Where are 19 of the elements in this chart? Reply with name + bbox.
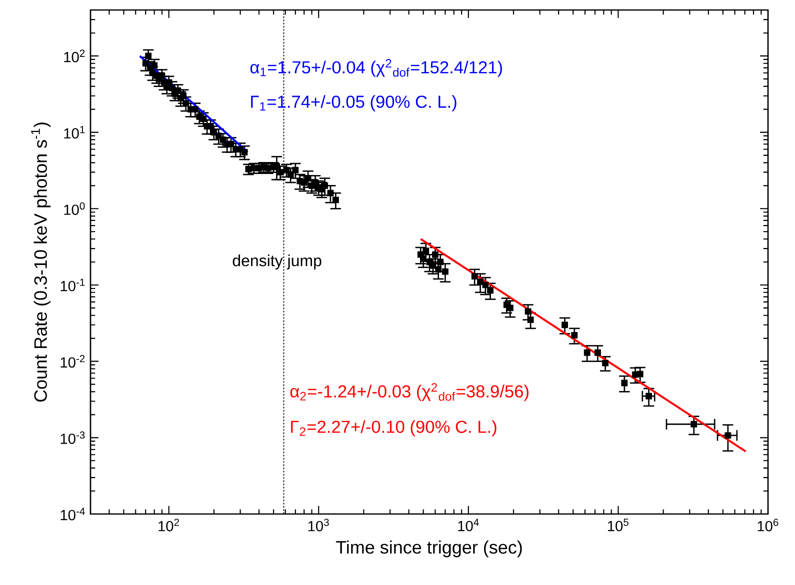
y-tick-label: 10$^{-4}$ (60, 508, 85, 520)
x-tick-label: 10$^{5}$ (608, 518, 628, 532)
y-tick-label: 10$^{0}$ (64, 202, 85, 215)
x-tick-label: 10$^{2}$ (158, 518, 179, 532)
y-tick-label: 10$^{-3}$ (60, 431, 85, 444)
y-tick-label: 10$^{-1}$ (60, 278, 85, 292)
x-axis-title: Time since trigger (sec) (336, 540, 522, 558)
ref-line-label: density jump (232, 254, 322, 270)
x-tick-label: 10$^{3}$ (308, 518, 329, 532)
annotation: Γ$_{2}$=2.27+/-0.10 (90% C. L.) (291, 420, 496, 436)
annotation: Γ$_{1}$=1.74+/-0.05 (90% C. L.) (251, 95, 456, 112)
x-tick-label: 10$^{6}$ (758, 518, 778, 532)
y-axis-title: Count Rate (0.3-10 keV photon s$^{-1}$) (31, 122, 51, 402)
x-tick-label: 10$^{4}$ (458, 518, 479, 532)
y-tick-label: 10$^{1}$ (64, 126, 85, 139)
annotation: α$_{2}$=-1.24+/-0.03 (χ$^{2}$$_{dof}$=38.9/56) (290, 383, 528, 401)
annotation: α$_{1}$=1.75+/-0.04 (χ$^{2}$$_{dof}$=152.4/121) (250, 59, 502, 77)
y-tick-label: 10$^{-2}$ (60, 355, 85, 368)
y-tick-label: 10$^{2}$ (64, 50, 85, 62)
